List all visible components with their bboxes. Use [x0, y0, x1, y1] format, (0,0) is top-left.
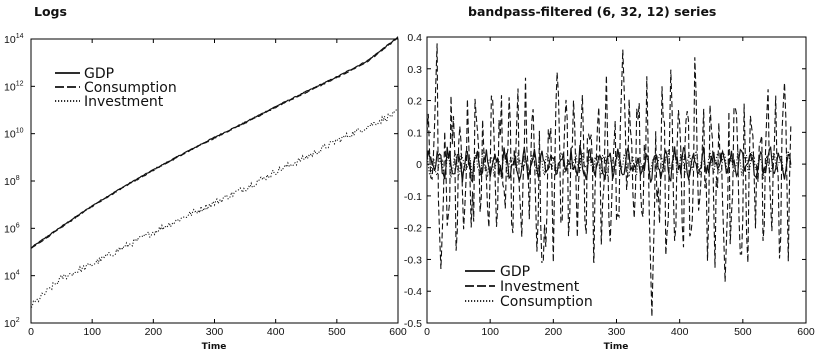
plot-area	[30, 38, 399, 324]
chart-title: Logs	[34, 4, 67, 19]
x-tick-label: 600	[797, 326, 815, 338]
x-tick-label: 400	[671, 326, 689, 338]
y-tick-label: -0.5	[404, 318, 422, 330]
y-tick-label: 0.1	[407, 127, 422, 139]
x-tick-label: 0	[28, 326, 34, 338]
series-line-consumption	[426, 148, 792, 180]
x-axis-label: Time	[604, 342, 629, 352]
x-tick-label: 100	[83, 326, 101, 338]
x-tick-label: 0	[424, 326, 430, 338]
y-tick-label: 108	[4, 175, 20, 188]
x-tick-label: 300	[608, 326, 626, 338]
legend-label: Investment	[84, 94, 164, 110]
y-tick-label: -0.4	[404, 286, 422, 298]
y-tick-label: 0.3	[407, 64, 422, 76]
chart-title: bandpass-filtered (6, 32, 12) series	[468, 4, 716, 19]
y-tick-label: 106	[4, 222, 20, 235]
x-tick-label: 200	[545, 326, 563, 338]
y-tick-label: -0.2	[404, 223, 422, 235]
y-tick-label: 104	[4, 270, 20, 283]
y-tick-label: -0.3	[404, 254, 422, 266]
legend-label: GDP	[84, 66, 114, 82]
y-tick-label: 1014	[4, 33, 24, 46]
series-line-gdp	[426, 144, 792, 184]
y-tick-label: 1010	[4, 128, 24, 141]
bandpass-chart: bandpass-filtered (6, 32, 12) series 0 10…	[404, 4, 815, 352]
series-lines	[30, 36, 399, 308]
y-tick-label: -0.1	[404, 191, 422, 203]
series-lines	[426, 43, 792, 317]
y-tick-label: 0	[416, 159, 422, 171]
y-tick-label: 1012	[4, 80, 24, 93]
legend-label: Consumption	[84, 80, 177, 96]
series-line-investment	[426, 43, 792, 317]
x-tick-label: 300	[206, 326, 224, 338]
legend-label: Investment	[500, 279, 580, 295]
series-line-gdp	[30, 36, 399, 249]
y-tick-label: 102	[4, 317, 20, 330]
x-axis-label: Time	[202, 342, 227, 352]
series-line-investment	[30, 109, 399, 308]
x-tick-label: 500	[328, 326, 346, 338]
series-line-consumption	[30, 37, 399, 249]
y-tick-label: 0.2	[407, 96, 422, 108]
legend-label: Consumption	[500, 294, 593, 310]
x-tick-label: 500	[734, 326, 752, 338]
y-tick-label: 0.4	[407, 32, 422, 44]
x-tick-label: 400	[267, 326, 285, 338]
x-tick-label: 200	[145, 326, 163, 338]
x-tick-label: 600	[389, 326, 407, 338]
x-tick-label: 100	[481, 326, 499, 338]
axis-ticks: 0 100 200 300 400 500 600 0.4 0.3 0.2 0.1 0 -0.1 -0.2…	[404, 32, 815, 338]
logs-chart: Logs 0 100 200 300 400 500 600 102 104 106 108 1010…	[4, 4, 407, 352]
legend-label: GDP	[500, 264, 530, 280]
